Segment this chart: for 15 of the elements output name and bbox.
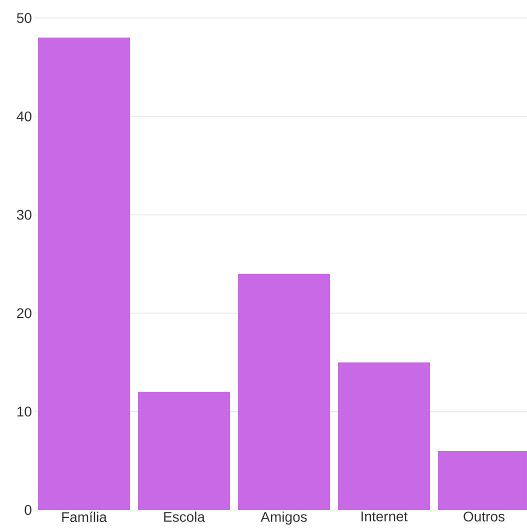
- x-tick-label: Outros: [464, 512, 504, 522]
- y-tick-label: 0: [24, 505, 32, 515]
- y-tick-label: 30: [16, 210, 32, 220]
- x-tick-label: Amigos: [260, 512, 307, 525]
- bar: [38, 38, 130, 510]
- bar: [338, 362, 430, 510]
- bar: [238, 274, 330, 510]
- y-tick-label: 20: [17, 308, 32, 318]
- bar: [138, 392, 230, 510]
- x-tick-label: Internet: [362, 512, 408, 522]
- y-tick-label: 40: [16, 111, 32, 122]
- x-tick-label: Família: [62, 512, 107, 522]
- x-tick-label: Escola: [164, 512, 205, 522]
- y-tick-label: 50: [16, 13, 32, 23]
- y-tick-label: 10: [17, 406, 32, 417]
